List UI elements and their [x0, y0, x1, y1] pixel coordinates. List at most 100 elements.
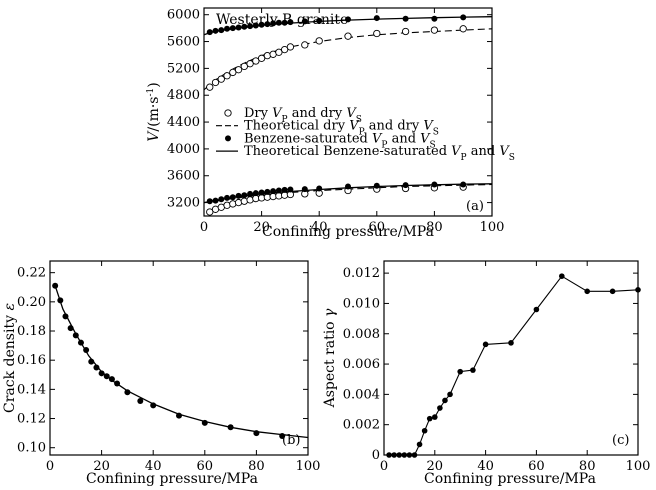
data-point-filled	[150, 402, 157, 409]
panel-a-y-axis-close: )	[146, 82, 162, 87]
data-point	[559, 273, 565, 279]
data-point-filled	[72, 332, 79, 339]
data-point	[432, 414, 438, 420]
panel-a-y-axis-unit: /(m·s	[146, 97, 162, 132]
y-tick-label: 0.004	[343, 387, 380, 402]
data-point-filled	[212, 197, 219, 204]
data-point-filled	[235, 24, 242, 31]
data-point	[470, 367, 476, 373]
x-tick-label: 20	[253, 220, 270, 235]
panel-a-y-axis-label: V/(m·s-1)	[146, 82, 162, 141]
data-point-filled	[316, 185, 323, 192]
data-point-open	[401, 27, 410, 36]
data-point-filled	[253, 430, 260, 437]
data-point-open	[373, 29, 381, 38]
x-tick-label: 40	[477, 459, 494, 474]
data-point-filled	[373, 182, 380, 189]
x-tick-label: 100	[296, 459, 321, 474]
data-point	[386, 452, 392, 458]
data-point	[482, 341, 489, 348]
data-point-filled	[402, 182, 409, 189]
data-point-open	[286, 43, 295, 51]
data-point-filled	[88, 358, 95, 365]
panel-b-y-axis-text: Crack density	[2, 315, 18, 413]
data-point-open	[234, 66, 243, 74]
legend-item: Theoretical Benzene-saturated VP and VS	[216, 144, 515, 163]
data-point-filled	[281, 186, 288, 193]
data-point	[437, 405, 443, 411]
panel-a: 0 20 40 60 80 100 3200 3600 4000 4400 4800 5200 560…	[146, 7, 515, 240]
data-point	[442, 397, 448, 404]
y-tick-label: 4400	[167, 115, 200, 130]
panel-a-y-axis-symbol: V	[146, 130, 162, 142]
x-tick-label: 40	[311, 220, 328, 235]
y-tick-label: 6000	[167, 8, 200, 23]
y-tick-label: 0.010	[343, 296, 380, 311]
data-point	[421, 427, 428, 434]
data-point-filled	[287, 19, 294, 26]
series-line	[389, 275, 639, 456]
data-point-filled	[301, 186, 308, 193]
data-point-open	[246, 60, 254, 68]
x-tick-label: 80	[248, 459, 265, 474]
data-point-filled	[460, 14, 467, 21]
y-tick-label: 0.20	[17, 295, 46, 310]
panel-a-x-axis-label: Confining pressure/MPa	[262, 224, 434, 240]
panel-b-y-axis-symbol: ε	[2, 303, 18, 311]
y-tick-label: 0.16	[17, 353, 46, 368]
data-point	[391, 452, 397, 458]
data-point-filled	[460, 181, 467, 188]
data-point-open	[315, 37, 323, 45]
panel-b-frame	[49, 260, 309, 456]
data-point-filled	[224, 25, 231, 32]
y-tick-label: 5200	[167, 61, 200, 76]
data-point-filled	[124, 389, 131, 396]
data-point	[533, 306, 540, 313]
y-tick-label: 0	[372, 448, 380, 463]
y-tick-label: 0.18	[17, 324, 46, 339]
data-point-filled	[279, 433, 286, 440]
data-point-open	[240, 62, 248, 71]
data-point-filled	[137, 398, 144, 405]
dashed-fit-line	[203, 183, 493, 204]
x-tick-label: 100	[480, 220, 505, 235]
data-point-filled	[224, 194, 231, 201]
data-point	[584, 288, 590, 295]
data-point-filled	[247, 23, 254, 30]
data-point-filled	[83, 346, 90, 353]
data-point-filled	[402, 15, 409, 22]
data-point	[411, 452, 418, 458]
panel-c-y-axis-text: Aspect ratio	[322, 321, 338, 408]
data-point-filled	[270, 188, 277, 195]
data-point	[406, 452, 413, 458]
y-tick-label: 3600	[167, 169, 200, 184]
y-tick-label: 4800	[167, 88, 200, 103]
data-point-filled	[206, 29, 213, 36]
data-point	[635, 286, 641, 293]
y-tick-label: 0.12	[17, 412, 46, 427]
x-tick-label: 20	[427, 459, 444, 474]
data-point-filled	[235, 192, 242, 199]
data-point-open	[459, 25, 467, 33]
data-point-filled	[77, 339, 84, 346]
data-point-filled	[227, 424, 234, 431]
data-point-filled	[431, 15, 438, 22]
panel-b-y-axis-label: Crack density ε	[2, 303, 18, 413]
panel-a-x-ticks: 0 20 40 60 80 100	[200, 8, 505, 235]
x-tick-label: 80	[579, 459, 596, 474]
data-point-filled	[218, 27, 225, 34]
solid-fit-line	[54, 285, 309, 439]
data-point-open	[217, 75, 225, 83]
panel-c-line	[389, 275, 639, 456]
data-point-filled	[62, 313, 69, 320]
legend-item: Benzene-saturated VP and VS	[225, 131, 436, 150]
x-tick-label: 0	[46, 459, 54, 474]
data-point-filled	[241, 23, 248, 30]
legend-marker-open-circle	[224, 109, 232, 117]
data-point-filled	[229, 194, 236, 201]
data-point-open	[257, 54, 266, 62]
x-tick-label: 60	[369, 220, 386, 235]
data-point	[609, 288, 616, 295]
panel-c-y-axis-label: Aspect ratio γ	[322, 308, 338, 408]
